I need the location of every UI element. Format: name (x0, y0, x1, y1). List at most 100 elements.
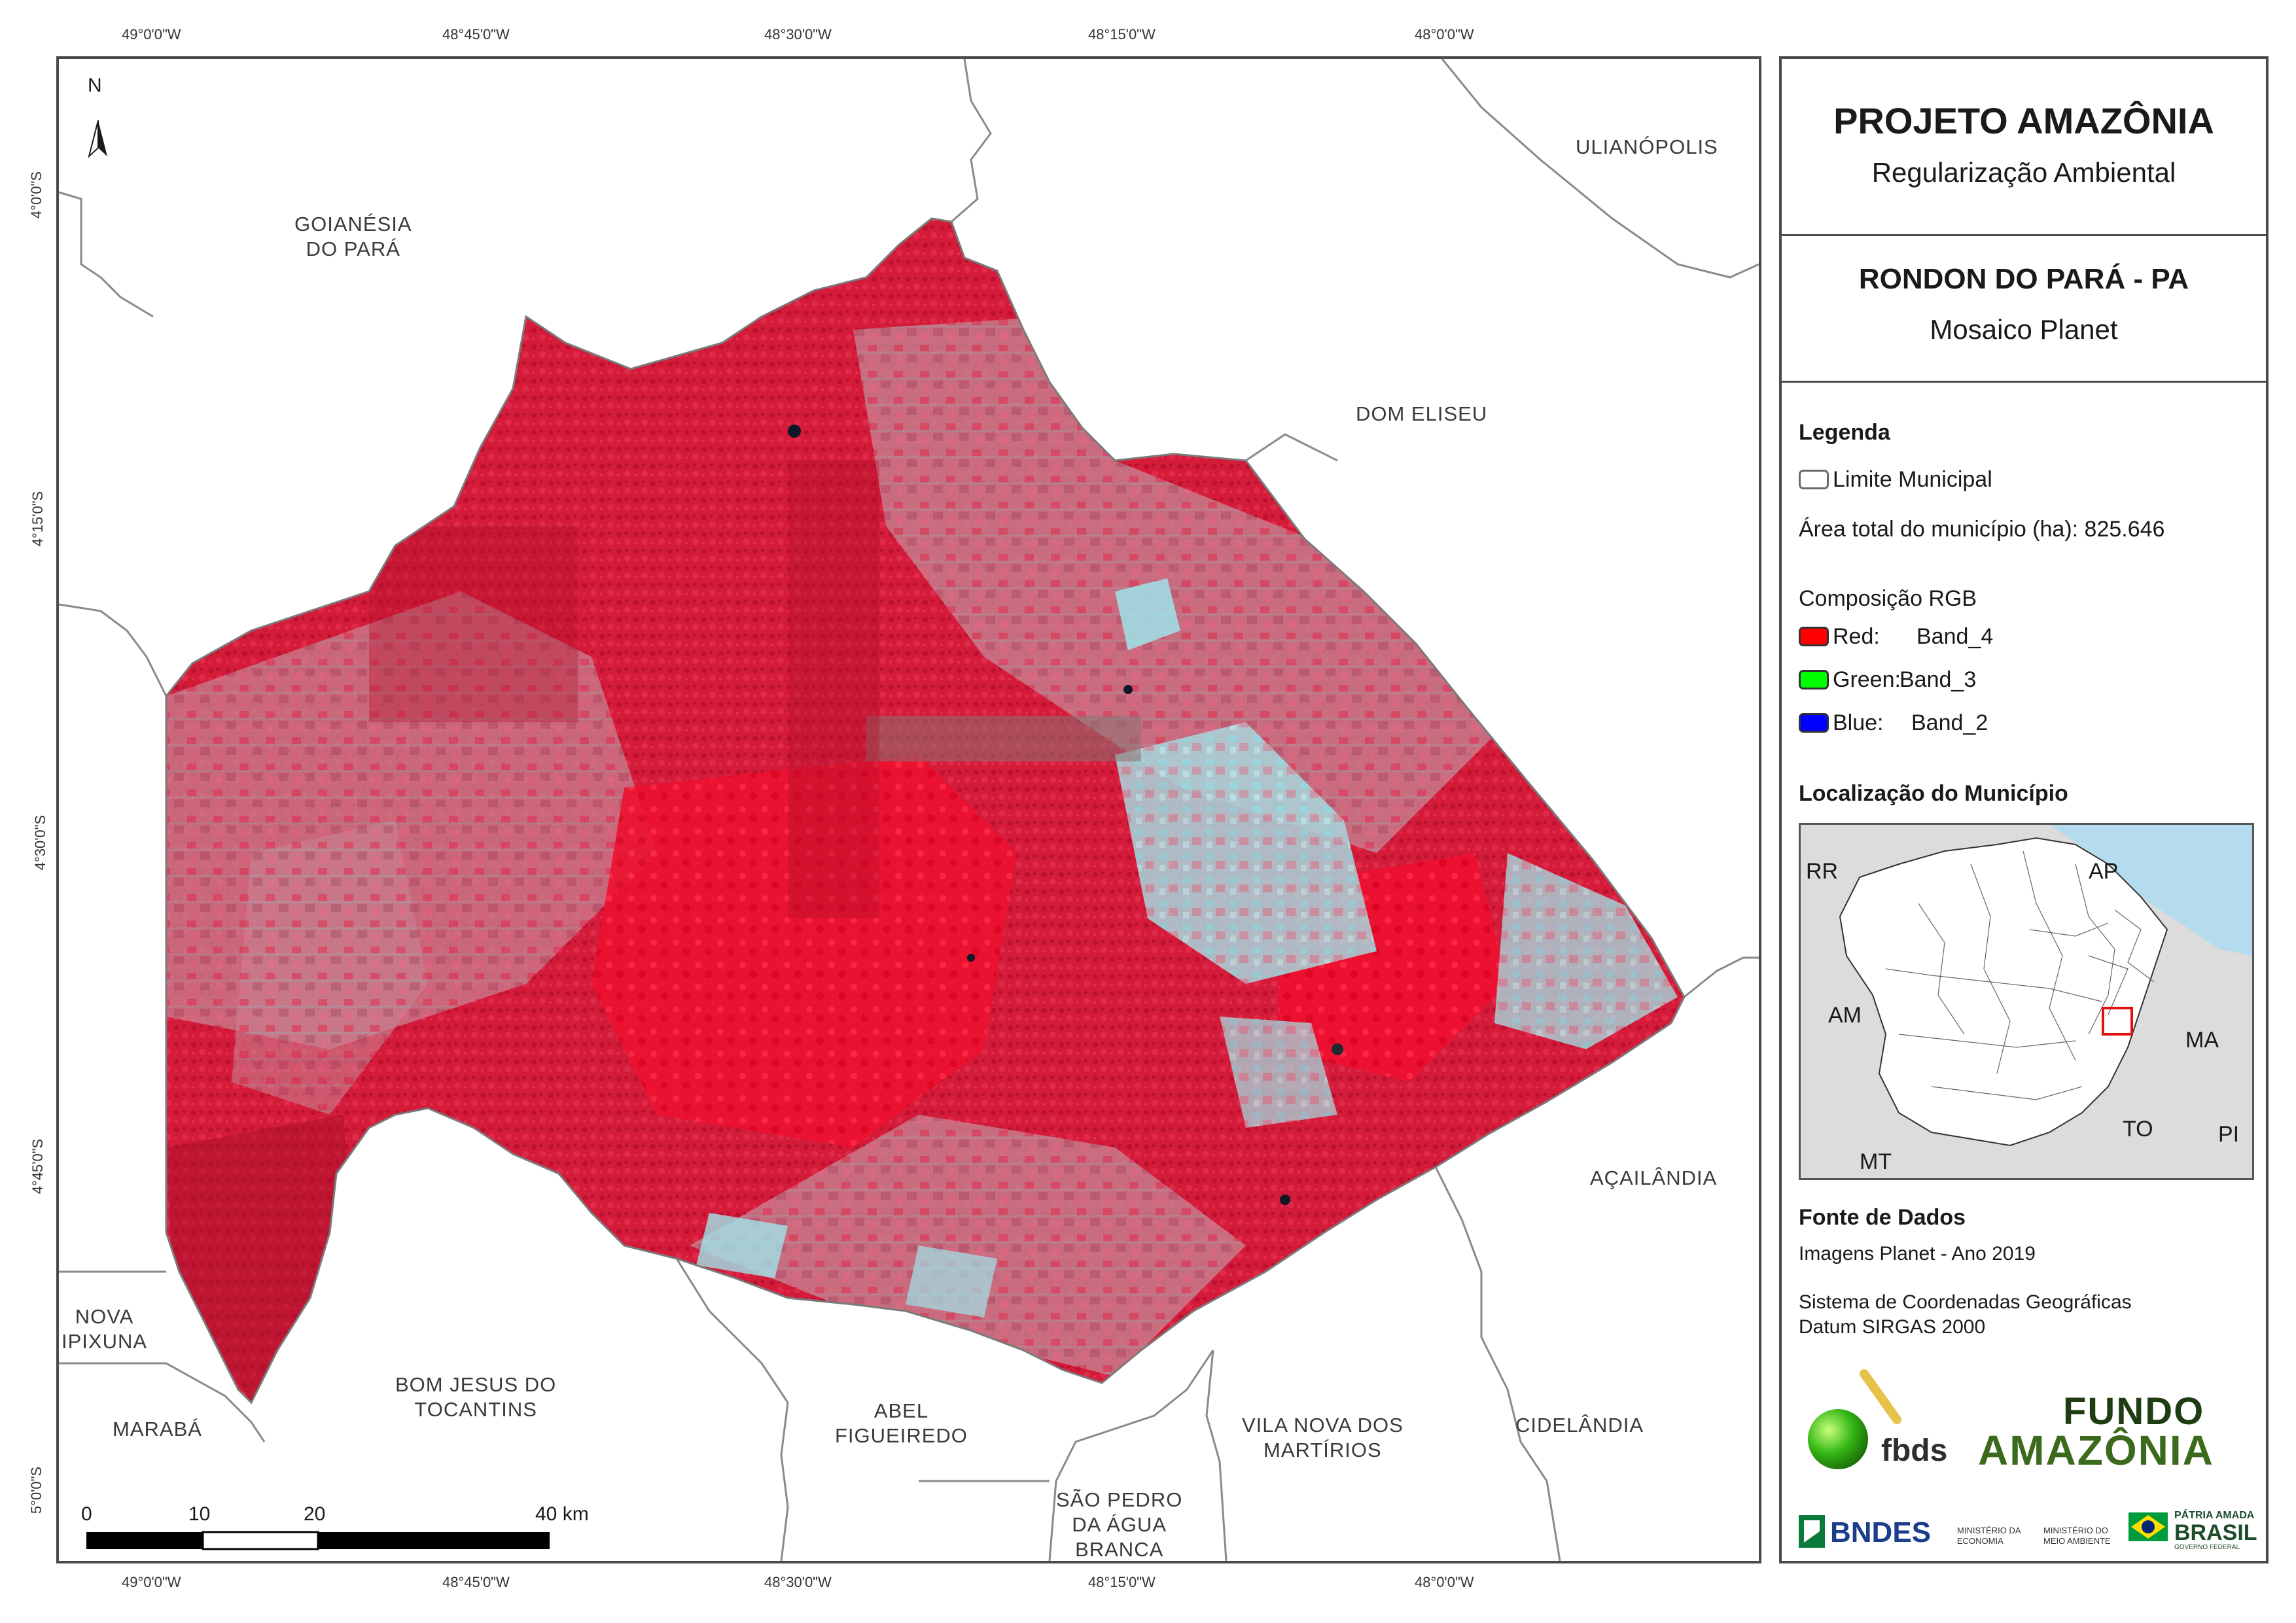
municipality-label-ulianopolis: ULIANÓPOLIS (1576, 135, 1718, 158)
grid-label-left-1: 4°0'0"S (28, 171, 45, 219)
north-arrow-icon (88, 120, 107, 159)
green-band-swatch (1799, 670, 1829, 689)
legend-heading: Legenda (1799, 420, 1890, 445)
rgb-heading: Composição RGB (1799, 586, 1977, 611)
blue-channel-label: Blue: (1833, 710, 1884, 735)
sources-line-3: Datum SIRGAS 2000 (1799, 1316, 1986, 1338)
min-economia-line-2: ECONOMIA (1957, 1536, 2004, 1546)
municipality-label-dom-eliseu: DOM ELISEU (1356, 402, 1488, 425)
state-label-mt: MT (1860, 1149, 1892, 1174)
red-band-label: Band_4 (1916, 624, 1994, 649)
municipality-label-vila-nova: VILA NOVA DOS MARTÍRIOS (1242, 1413, 1404, 1463)
fundo-line-2: AMAZÔNIA (1978, 1427, 2214, 1474)
grid-label-bottom-5: 48°0'0"W (1415, 1574, 1474, 1590)
red-band-swatch (1799, 627, 1829, 646)
divider (1782, 234, 2266, 236)
vila-nova-line-1: VILA NOVA DOS (1242, 1414, 1404, 1437)
municipality-label-abel: ABEL FIGUEIREDO (835, 1399, 968, 1448)
scale-label-0: 0 (81, 1503, 92, 1525)
green-band-label: Band_3 (1899, 667, 1977, 692)
blue-band-label: Band_2 (1911, 710, 1988, 735)
state-label-am: AM (1828, 1003, 1862, 1028)
fbds-logo: fbds (1799, 1367, 1956, 1472)
goianesia-line-1: GOIANÉSIA (294, 213, 412, 236)
min-meio-line-1: MINISTÉRIO DO (2043, 1526, 2108, 1535)
municipality-label-goianesia: GOIANÉSIA DO PARÁ (294, 212, 412, 262)
state-label-to: TO (2123, 1117, 2153, 1142)
fundo-line-1: FUNDO (2063, 1390, 2205, 1433)
scale-label-40km: 40 km (535, 1503, 589, 1525)
grid-label-left-4: 4°45'0"S (29, 1138, 46, 1195)
scale-label-10: 10 (188, 1503, 211, 1525)
fbds-wordmark: fbds (1881, 1433, 1948, 1468)
vila-nova-line-2: MARTÍRIOS (1263, 1439, 1382, 1461)
grid-label-bottom-3: 48°30'0"W (764, 1574, 832, 1590)
grid-label-bottom-2: 48°45'0"W (442, 1574, 510, 1590)
abel-line-1: ABEL (874, 1399, 929, 1422)
municipality-label-maraba: MARABÁ (113, 1418, 202, 1440)
ministry-environment-logo: MINISTÉRIO DO MEIO AMBIENTE (2043, 1526, 2111, 1546)
state-label-pi: PI (2218, 1122, 2240, 1147)
project-subtitle: Regularização Ambiental (1871, 157, 2176, 188)
municipality-label-cidelandia: CIDELÂNDIA (1515, 1414, 1644, 1437)
green-channel-label: Green: (1833, 667, 1901, 692)
scale-bar (86, 1531, 550, 1550)
sao-pedro-line-2: DA ÁGUA (1072, 1513, 1167, 1536)
municipality-label-bom-jesus: BOM JESUS DO TOCANTINS (395, 1372, 556, 1422)
location-inset-map: RR AP AM MA TO PI MT (1799, 823, 2254, 1180)
municipality-title: RONDON DO PARÁ - PA (1858, 263, 2189, 295)
mosaic-subtitle: Mosaico Planet (1930, 314, 2118, 345)
nova-ipixuna-line-1: NOVA (75, 1305, 134, 1328)
grid-label-top-1: 49°0'0"W (122, 26, 181, 43)
municipality-label-sao-pedro: SÃO PEDRO DA ÁGUA BRANCA (1056, 1488, 1183, 1561)
north-label: N (88, 75, 102, 96)
divider (1782, 381, 2266, 383)
rondon-municipality-imagery (166, 218, 1684, 1403)
grid-label-left-3: 4°30'0"S (32, 814, 49, 871)
scale-label-20: 20 (304, 1503, 326, 1525)
bom-jesus-line-2: TOCANTINS (414, 1398, 537, 1421)
patria-line-2: BRASIL (2174, 1520, 2257, 1545)
grid-label-left-2: 4°15'0"S (29, 491, 46, 547)
sources-line-2: Sistema de Coordenadas Geográficas (1799, 1291, 2132, 1313)
blue-band-swatch (1799, 713, 1829, 733)
grid-label-top-5: 48°0'0"W (1415, 26, 1474, 43)
patria-line-3: GOVERNO FEDERAL (2174, 1544, 2240, 1551)
grid-label-top-2: 48°45'0"W (442, 26, 510, 43)
nova-ipixuna-line-2: IPIXUNA (62, 1330, 148, 1353)
grid-label-left-5: 5°0'0"S (28, 1466, 45, 1514)
limit-label: Limite Municipal (1833, 467, 1992, 492)
goianesia-line-2: DO PARÁ (306, 237, 400, 260)
patria-line-1: PÁTRIA AMADA (2174, 1510, 2255, 1521)
location-heading: Localização do Município (1799, 781, 2068, 806)
info-panel: PROJETO AMAZÔNIA Regularização Ambiental… (1779, 56, 2269, 1563)
sao-pedro-line-1: SÃO PEDRO (1056, 1488, 1183, 1511)
min-economia-line-1: MINISTÉRIO DA (1957, 1526, 2021, 1535)
abel-line-2: FIGUEIREDO (835, 1424, 968, 1447)
grid-label-bottom-1: 49°0'0"W (122, 1574, 181, 1590)
map-canvas[interactable] (59, 59, 1759, 1561)
bndes-wordmark: BNDES (1830, 1516, 1932, 1548)
ministry-economy-logo: MINISTÉRIO DA ECONOMIA (1957, 1526, 2021, 1546)
municipal-boundaries (59, 59, 1759, 1561)
project-title: PROJETO AMAZÔNIA (1833, 100, 2214, 141)
limit-swatch (1799, 470, 1829, 489)
red-channel-label: Red: (1833, 624, 1880, 649)
map-frame[interactable]: N GOIANÉSIA DO PARÁ ULIANÓPOLIS DOM ELIS… (56, 56, 1761, 1563)
state-label-ma: MA (2185, 1028, 2219, 1053)
sources-heading: Fonte de Dados (1799, 1205, 1966, 1230)
state-label-ap: AP (2089, 859, 2119, 884)
sao-pedro-line-3: BRANCA (1075, 1538, 1164, 1561)
bom-jesus-line-1: BOM JESUS DO (395, 1373, 557, 1396)
grid-label-top-4: 48°15'0"W (1088, 26, 1156, 43)
municipality-label-nova-ipixuna: NOVA IPIXUNA (62, 1304, 147, 1354)
min-meio-line-2: MEIO AMBIENTE (2043, 1536, 2111, 1546)
grid-label-bottom-4: 48°15'0"W (1088, 1574, 1156, 1590)
state-label-rr: RR (1806, 859, 1839, 884)
grid-label-top-3: 48°30'0"W (764, 26, 832, 43)
fundo-amazonia-logo: FUNDO AMAZÔNIA (1978, 1389, 2259, 1475)
municipality-label-acailandia: AÇAILÂNDIA (1590, 1166, 1718, 1189)
area-label: Área total do município (ha): 825.646 (1799, 517, 2165, 542)
rondon-boundary (165, 217, 1686, 1405)
bndes-logo: BNDES (1799, 1512, 1943, 1552)
